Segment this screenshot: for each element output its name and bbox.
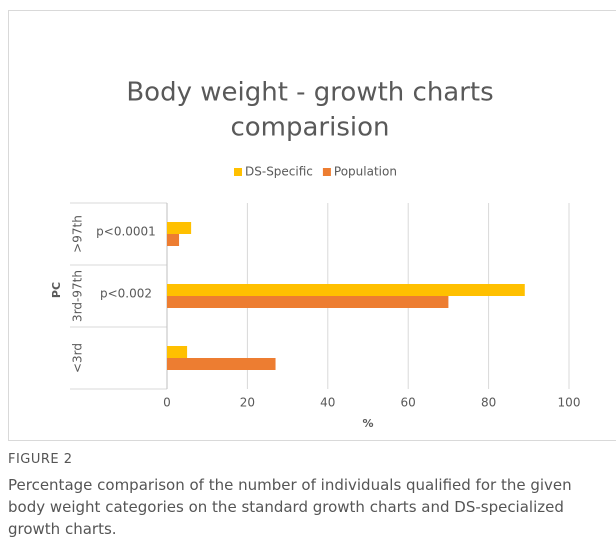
y-tick-label: >97th [71,215,85,253]
bar [167,346,188,358]
x-tick-label: 40 [320,396,335,410]
x-tick-label: 0 [163,396,171,410]
annotation: p<0.002 [100,287,152,301]
x-tick-label: 60 [401,396,416,410]
figure-caption: Percentage comparison of the number of i… [8,476,572,538]
x-axis-label: % [362,417,373,430]
bar [167,234,180,246]
bar [167,222,192,234]
y-tick-label: <3rd [71,343,85,373]
bar [167,284,525,296]
y-tick-label: 3rd-97th [71,270,85,322]
legend-swatch [322,168,331,176]
legend-swatch [234,168,242,176]
chart: Body weight - growth charts comparision … [8,10,616,441]
chart-title: comparision [230,113,389,143]
chart-title: Body weight - growth charts [126,78,493,108]
chart-frame [8,10,616,441]
x-tick-label: 20 [240,396,255,410]
x-tick-label: 100 [558,396,581,410]
bar [167,296,449,308]
bar [167,358,276,370]
y-axis-label: PC [50,282,63,298]
figure-label: FIGURE 2 [8,452,73,467]
annotation: p<0.0001 [96,225,156,239]
legend-label: Population [334,165,397,179]
legend-label: DS-Specific [245,165,313,179]
x-tick-label: 80 [481,396,496,410]
